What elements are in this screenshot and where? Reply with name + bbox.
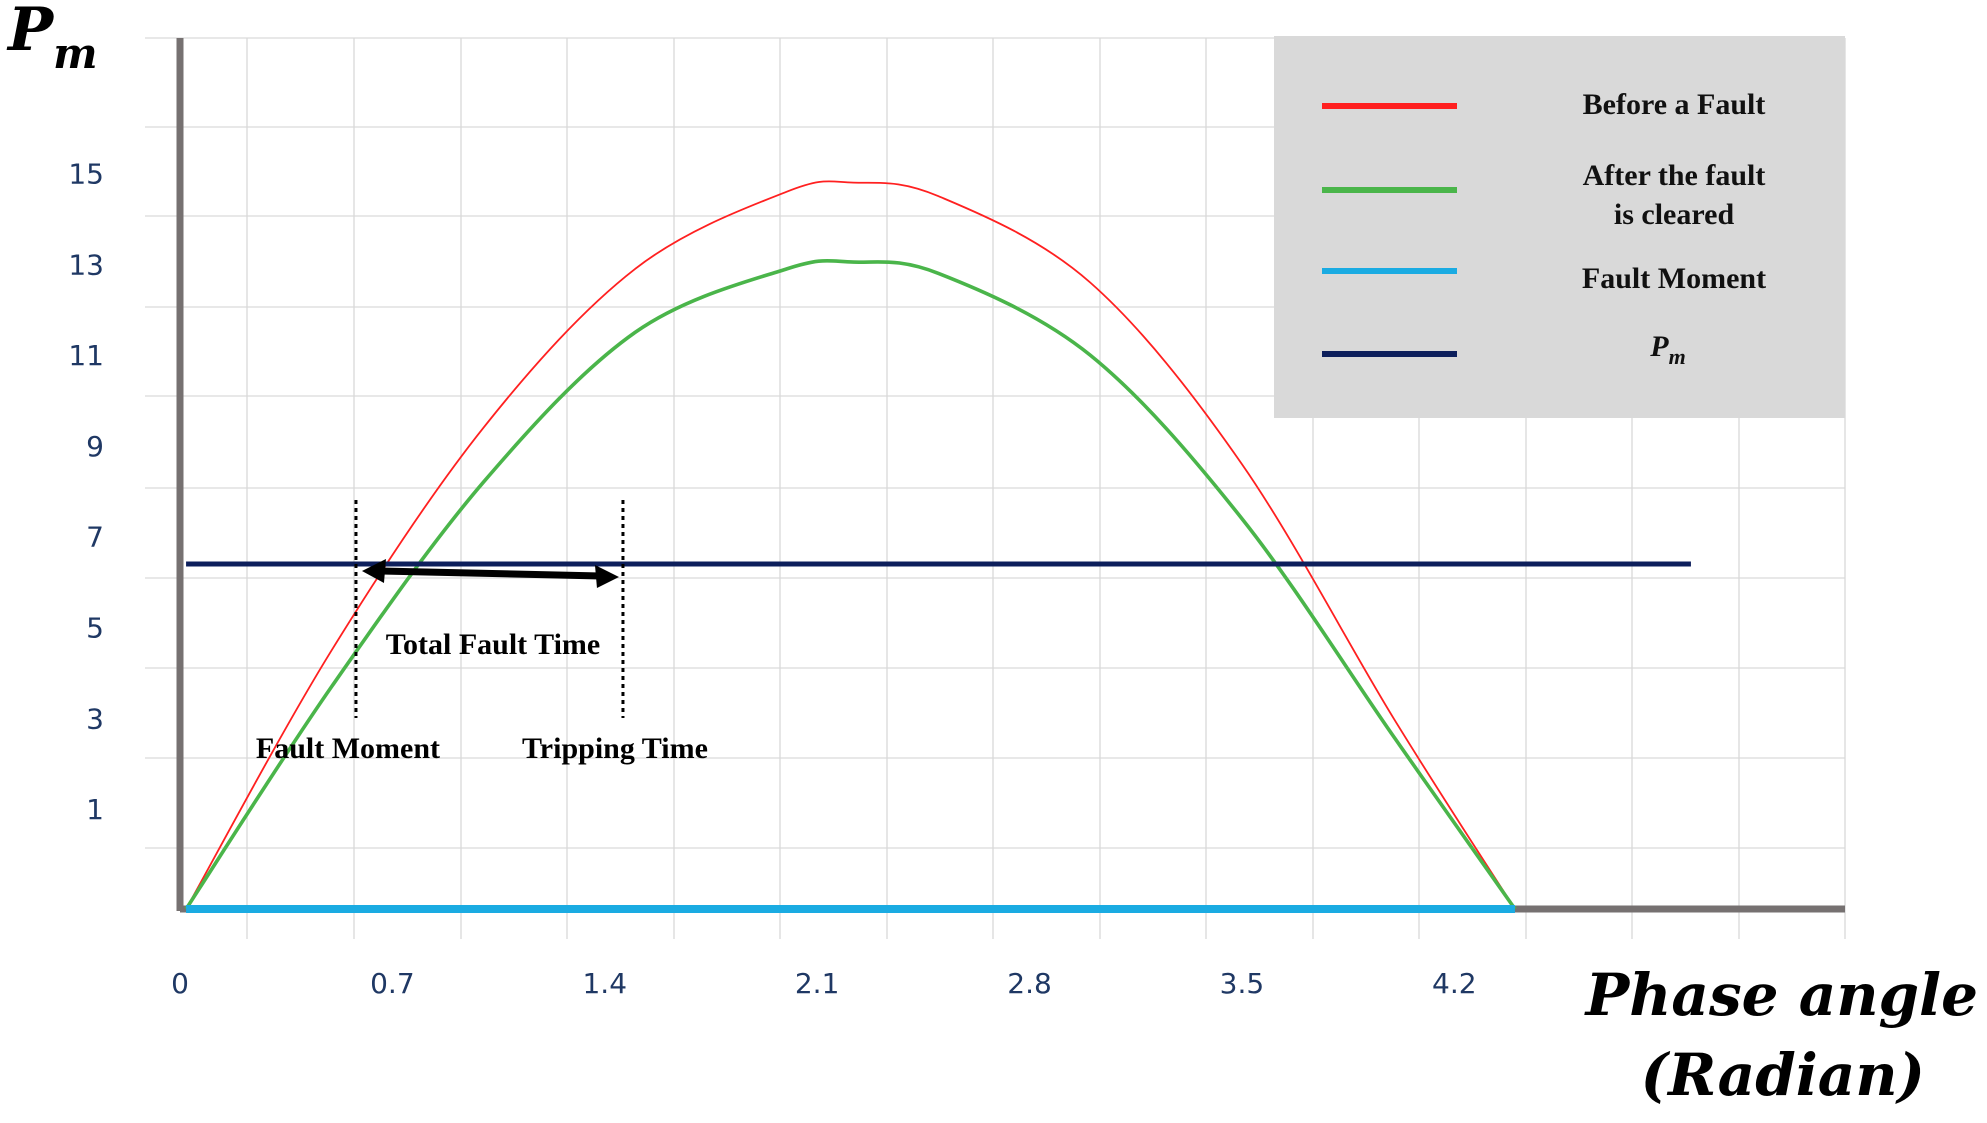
x-tick-label: 0.7 [370, 967, 415, 1000]
x-tick-label: 4.2 [1432, 967, 1477, 1000]
legend: Before a Fault After the fault is cleared F… [1274, 36, 1845, 418]
fault-time-label: Total Fault Time [386, 628, 600, 661]
y-tick-label: 7 [86, 521, 104, 554]
y-tick-label: 3 [86, 702, 104, 735]
marker-label-1: Fault Moment [256, 732, 440, 765]
legend-label-3: Fault Moment [1582, 262, 1766, 295]
x-axis-title-line2: (Radian) [1641, 1041, 1925, 1109]
y-axis-title-sub: m [53, 29, 97, 78]
legend-label-main: P [1649, 330, 1669, 363]
series-line-2 [184, 258, 1517, 911]
x-axis-title-line1: Phase angle [1584, 961, 1978, 1029]
series-line-1 [185, 180, 1516, 910]
y-tick-label: 1 [86, 793, 104, 826]
x-tick-label: 3.5 [1220, 967, 1265, 1000]
y-tick-label: 5 [86, 612, 104, 645]
x-tick-label: 1.4 [582, 967, 627, 1000]
annotations: Fault Moment Tripping Time Total Fault Tim… [256, 500, 708, 765]
y-axis-title: Pm [6, 0, 98, 78]
legend-label-1: Before a Fault [1583, 88, 1766, 121]
y-axis-title-main: P [6, 0, 55, 65]
y-tick-label: 11 [68, 339, 104, 372]
y-tick-label: 9 [86, 430, 104, 463]
legend-label-2-line1: After the fault [1583, 159, 1766, 192]
x-tick-label: 2.8 [1007, 967, 1052, 1000]
legend-label-2-line2: is cleared [1614, 198, 1735, 231]
marker-label-2: Tripping Time [522, 732, 708, 765]
legend-label-4: Pm [1649, 330, 1685, 369]
fault-time-arrow-shaft [379, 567, 602, 580]
legend-label-sub: m [1669, 344, 1686, 369]
y-tick-label: 13 [68, 248, 104, 281]
x-tick-label: 0 [171, 967, 189, 1000]
y-tick-label: 15 [68, 158, 104, 191]
series-layer [184, 180, 1691, 913]
x-tick-label: 2.1 [795, 967, 840, 1000]
fault-time-arrow-head-left [361, 558, 386, 583]
fault-time-arrow-head-right [594, 564, 619, 588]
